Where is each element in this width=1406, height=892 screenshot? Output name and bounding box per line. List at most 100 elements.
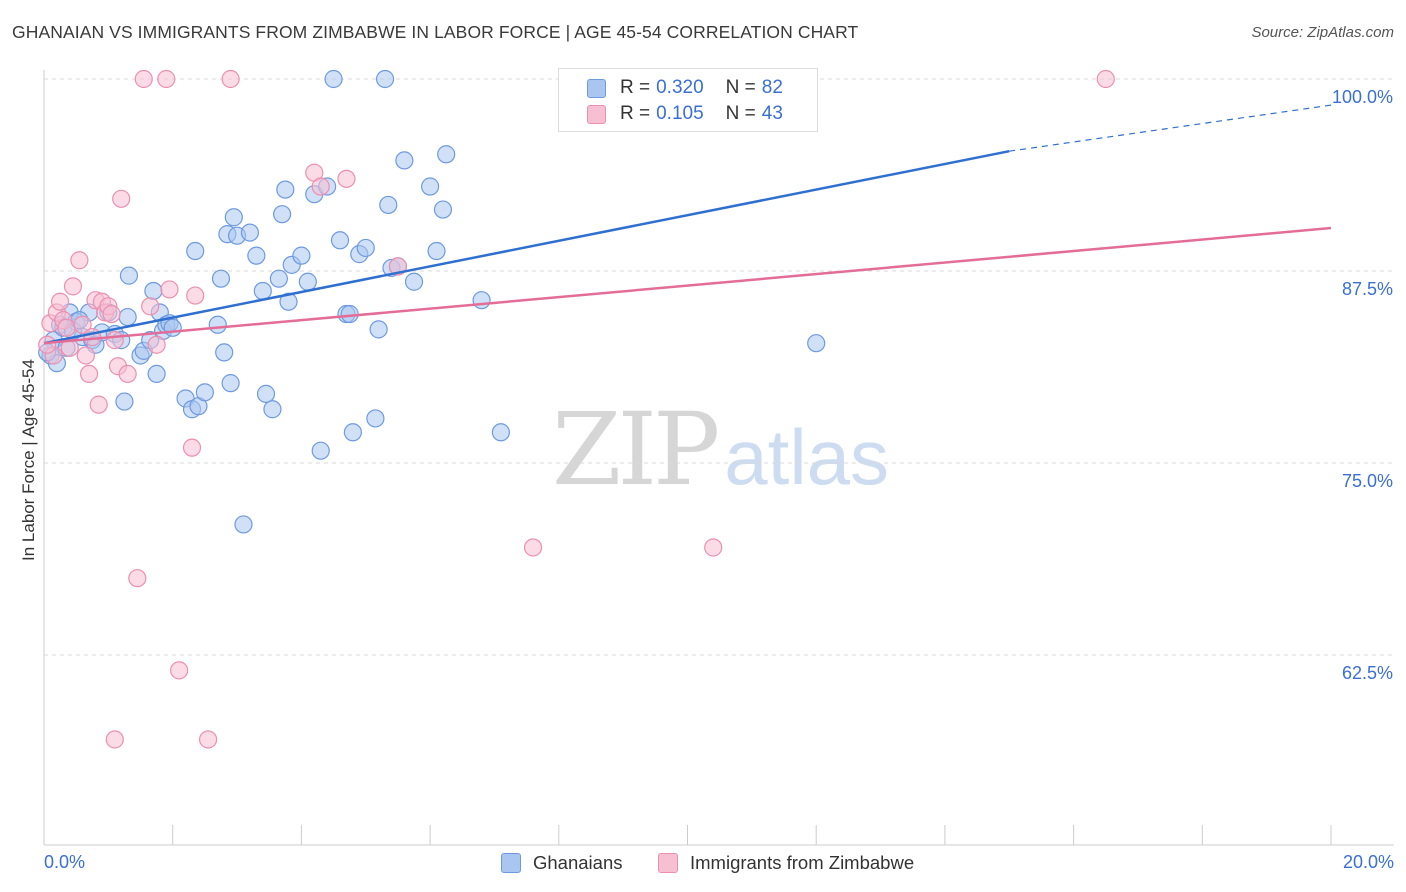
ghanaian-point: [379, 195, 398, 215]
zimbabwe-point: [337, 169, 356, 188]
ghanaian-trend-line: [43, 149, 1010, 345]
zimbabwe-point: [50, 292, 70, 311]
zimbabwe-point: [704, 538, 723, 557]
y-tick-label: 75.0%: [1342, 471, 1393, 491]
ghanaian-point: [253, 281, 272, 301]
zimbabwe-point: [147, 335, 166, 354]
ghanaian-point: [433, 200, 453, 219]
n-value: 82: [761, 77, 783, 98]
ghanaian-point: [292, 246, 311, 265]
zimbabwe-point: [221, 69, 240, 89]
ghanaian-point: [375, 69, 395, 89]
ghanaian-point: [256, 384, 276, 403]
legend-label-ghanaians: Ghanaians: [533, 852, 623, 873]
ghanaian-point: [404, 272, 424, 291]
ghanaian-point: [163, 318, 182, 337]
ghanaian-point: [272, 205, 292, 224]
zimbabwe-point: [105, 331, 124, 350]
ghanaian-point: [144, 281, 163, 301]
ghanaian-point: [369, 320, 388, 339]
y-tick-label: 87.5%: [1342, 279, 1393, 299]
blue-swatch-icon: [587, 78, 606, 98]
ghanaian-point: [807, 334, 826, 353]
ghanaian-point: [269, 269, 288, 288]
ghanaian-point: [195, 383, 214, 402]
ghanaian-point: [421, 177, 440, 196]
ghanaian-point: [247, 246, 266, 265]
ghanaian-point: [224, 208, 243, 227]
ghanaian-point: [279, 292, 298, 311]
zimbabwe-point: [160, 280, 179, 299]
zimbabwe-point: [118, 364, 137, 384]
ghanaian-point: [215, 343, 234, 362]
zimbabwe-point: [70, 251, 89, 270]
ghanaian-point: [324, 69, 343, 89]
zimbabwe-point: [102, 304, 121, 324]
ghanaian-point: [119, 266, 139, 285]
r-value: 0.105: [656, 103, 704, 124]
zimbabwe-point: [388, 257, 408, 276]
zimbabwe-point: [105, 730, 124, 749]
legend-item-zimbabwe: Immigrants from Zimbabwe: [658, 852, 914, 874]
ghanaian-point: [234, 515, 253, 534]
stats-legend: R = 0.320 N = 82 R = 0.105 N = 43: [558, 68, 818, 132]
ghanaian-point: [118, 307, 137, 327]
zimbabwe-point: [182, 438, 202, 457]
x-tick-label-min: 0.0%: [44, 852, 86, 872]
zimbabwe-point: [157, 69, 176, 89]
stats-legend-row-zimbabwe: R = 0.105 N = 43: [587, 101, 783, 127]
watermark-zip: ZIP: [552, 391, 720, 508]
ghanaian-point: [343, 423, 362, 442]
watermark-atlas: atlas: [724, 413, 890, 501]
y-tick-label: 100.0%: [1332, 87, 1393, 107]
ghanaian-point: [240, 223, 260, 242]
watermark: ZIP atlas: [552, 400, 889, 500]
stats-legend-row-ghanaians: R = 0.320 N = 82: [587, 75, 783, 101]
zimbabwe-point: [76, 346, 95, 365]
ghanaian-point: [147, 364, 166, 384]
series-legend: Ghanaians Immigrants from Zimbabwe: [0, 852, 1406, 878]
zimbabwe-point: [523, 538, 543, 557]
r-value: 0.320: [656, 77, 704, 98]
ghanaian-point: [186, 241, 205, 261]
zimbabwe-point: [141, 297, 160, 316]
zimbabwe-point: [128, 569, 147, 588]
ghanaian-point: [115, 392, 134, 411]
pink-swatch-icon: [587, 104, 606, 124]
ghanaian-point: [276, 180, 295, 199]
zimbabwe-point: [170, 661, 189, 680]
zimbabwe-trend-line: [43, 226, 1332, 345]
ghanaian-point: [340, 304, 359, 324]
ghanaian-point: [221, 374, 240, 393]
zimbabwe-point: [57, 318, 76, 337]
ghanaian-point: [366, 409, 385, 428]
zimbabwe-point: [38, 335, 57, 354]
zimbabwe-point: [134, 69, 153, 89]
n-label: N =: [725, 77, 756, 98]
chart-title: GHANAIAN VS IMMIGRANTS FROM ZIMBABWE IN …: [12, 22, 859, 42]
x-tick-label-max: 20.0%: [1342, 852, 1394, 872]
zimbabwe-point: [83, 327, 102, 347]
n-value: 43: [761, 103, 783, 124]
r-label: R =: [620, 103, 651, 124]
ghanaian-point: [472, 291, 491, 310]
ghanaian-point: [211, 269, 231, 288]
ghanaian-point: [330, 231, 350, 250]
ghanaian-point: [427, 241, 446, 261]
n-label: N =: [725, 103, 756, 124]
zimbabwe-point: [311, 177, 330, 196]
r-label: R =: [620, 77, 651, 98]
y-axis-title: In Labor Force | Age 45-54: [19, 359, 38, 561]
zimbabwe-point: [73, 315, 92, 334]
legend-label-zimbabwe: Immigrants from Zimbabwe: [690, 852, 915, 873]
zimbabwe-point: [112, 189, 131, 208]
pink-swatch-icon: [658, 853, 678, 873]
legend-item-ghanaians: Ghanaians: [501, 852, 622, 874]
ghanaian-point: [208, 315, 227, 334]
ghanaian-point: [311, 441, 330, 460]
zimbabwe-point: [198, 730, 218, 749]
zimbabwe-point: [79, 364, 99, 384]
zimbabwe-point: [1096, 69, 1115, 89]
